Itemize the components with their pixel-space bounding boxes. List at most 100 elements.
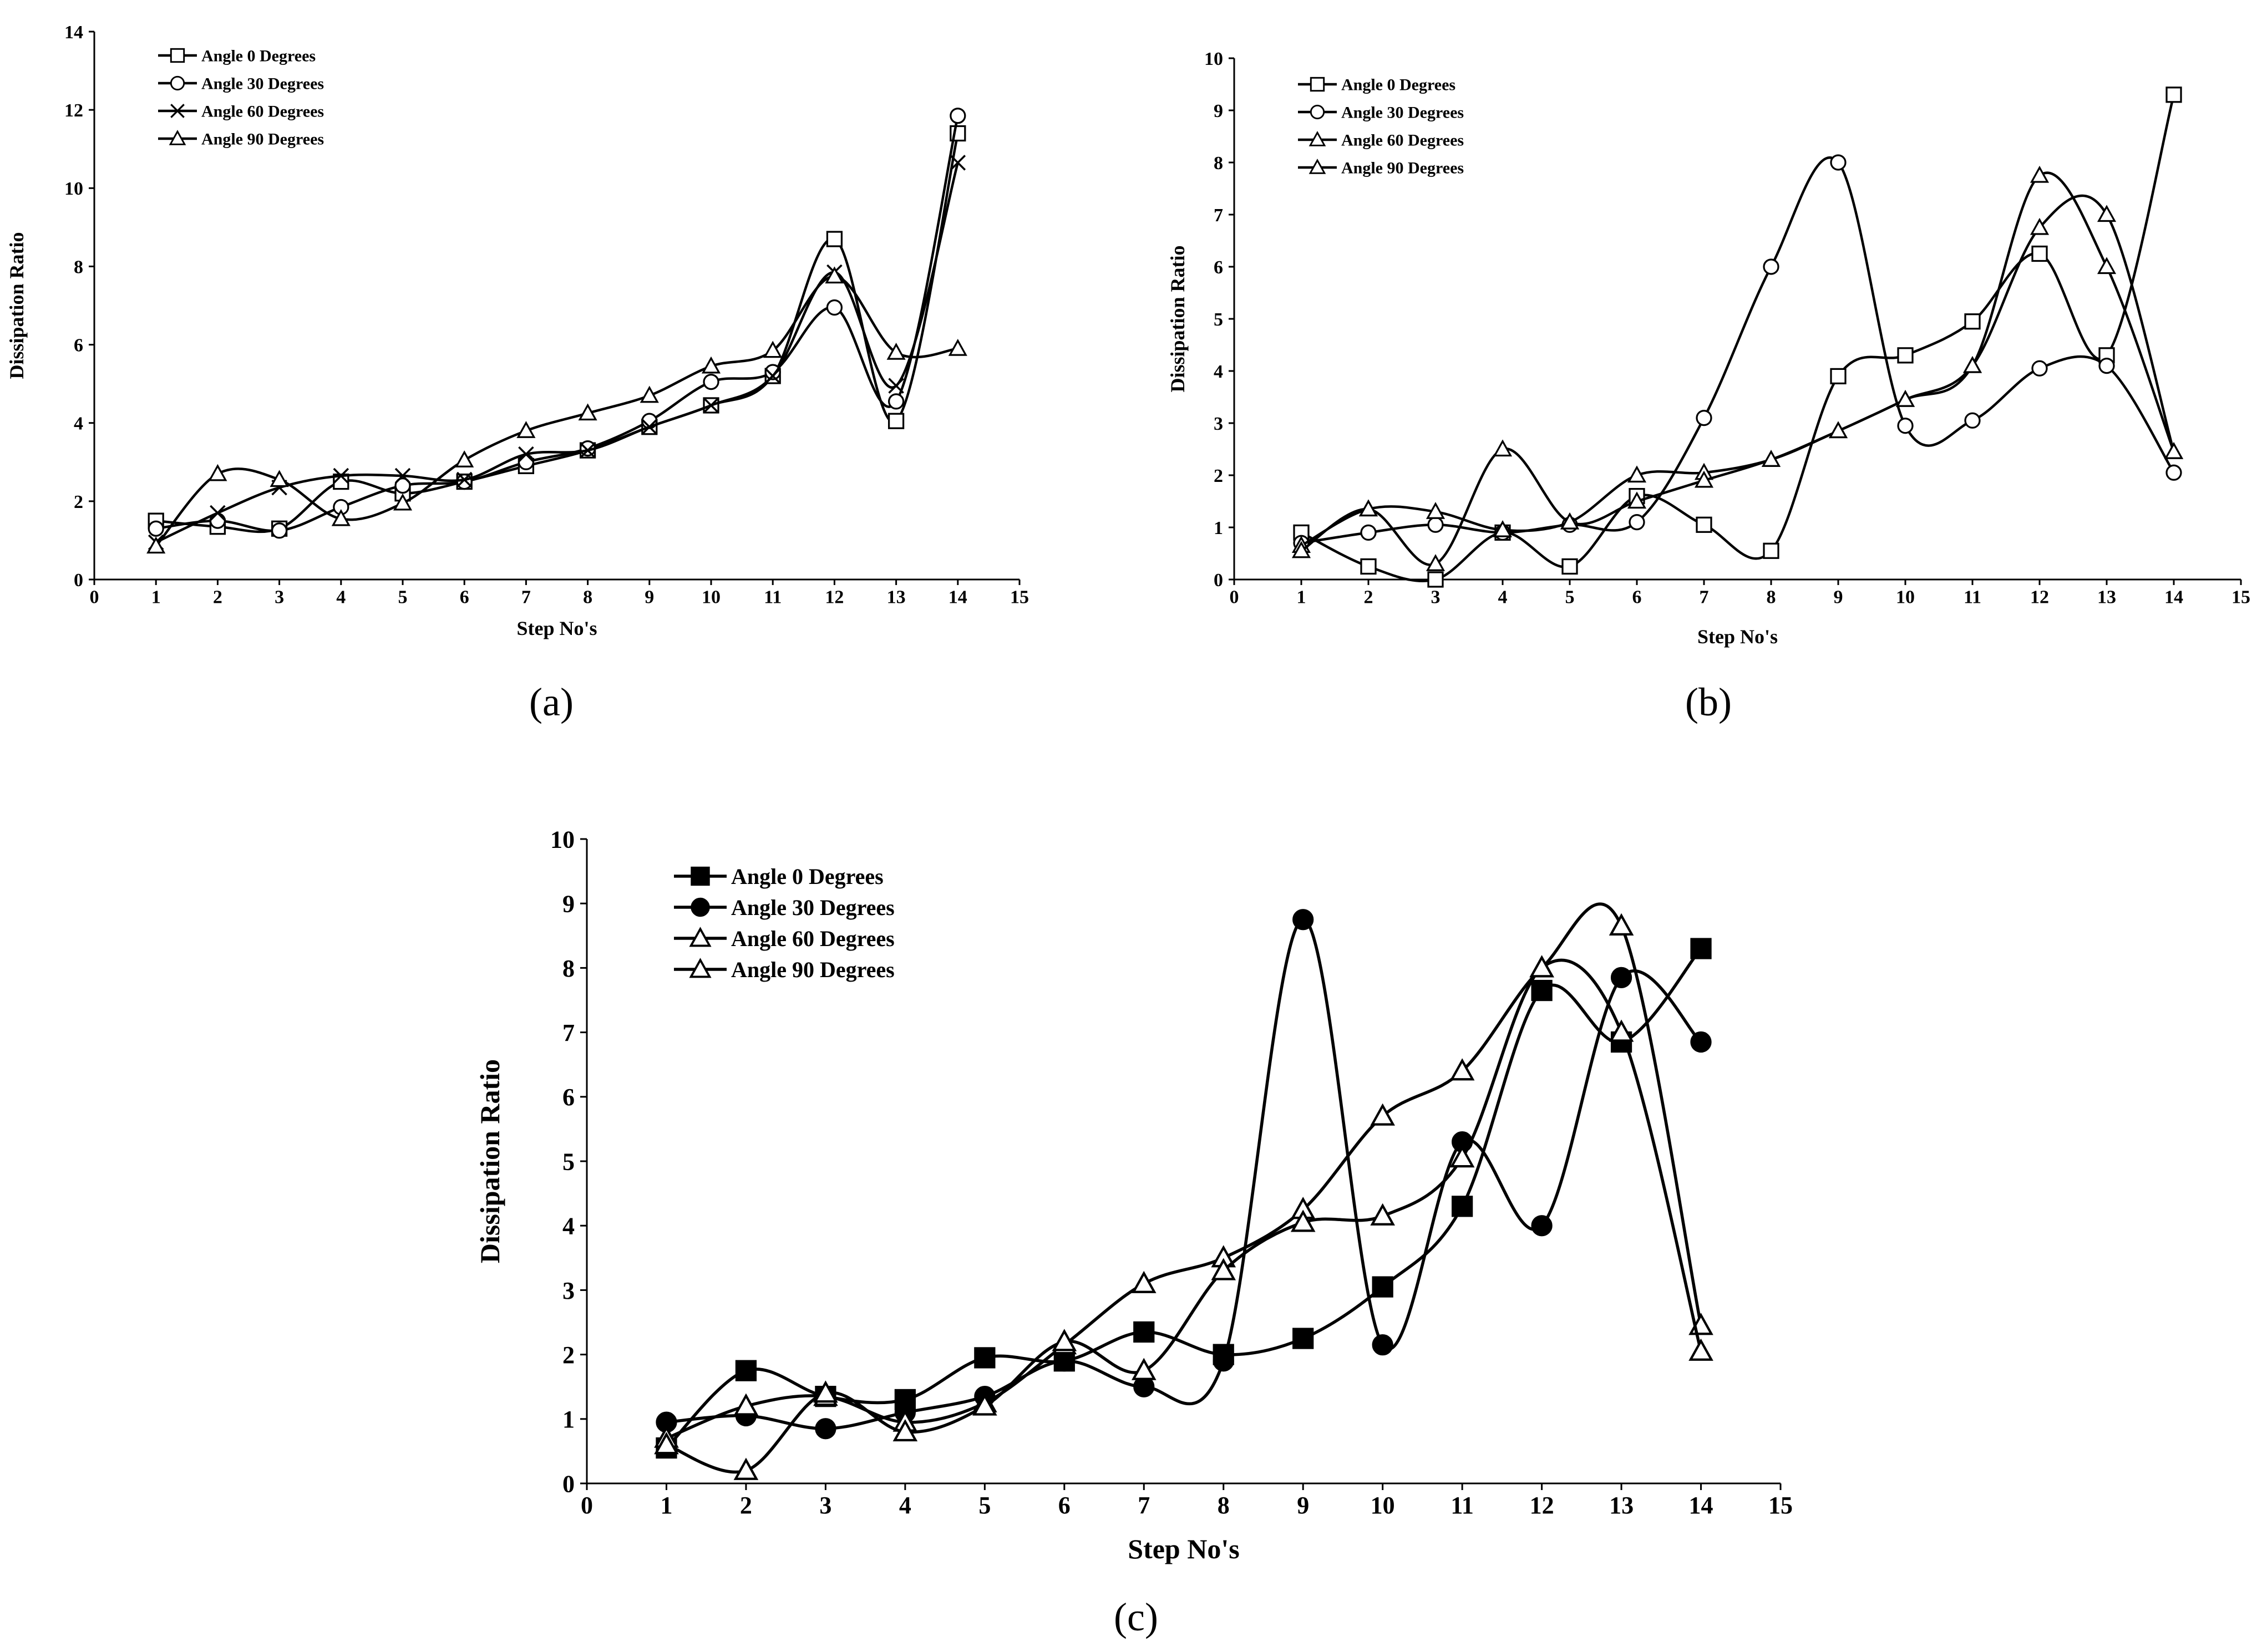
x-tick-label: 3 (275, 587, 284, 607)
x-tick-label: 13 (1609, 1492, 1634, 1519)
x-tick-label: 14 (949, 587, 967, 607)
data-point-series-1 (2165, 464, 2182, 481)
data-point-series-1 (1696, 409, 1712, 426)
y-tick-label: 4 (74, 414, 83, 434)
x-tick-label: 1 (151, 587, 161, 607)
data-point-series-2 (518, 446, 534, 462)
x-tick-label: 11 (1450, 1492, 1474, 1519)
data-point-series-3 (948, 338, 967, 356)
y-tick-label: 8 (74, 257, 83, 277)
data-point-series-1 (815, 1418, 836, 1440)
data-point-series-2 (888, 378, 904, 394)
legend-marker (170, 48, 185, 63)
legend-marker (170, 104, 185, 118)
data-point-series-3 (886, 343, 906, 360)
data-point-series-3 (1560, 512, 1580, 530)
legend-marker (689, 927, 712, 947)
data-point-series-2 (764, 368, 781, 384)
x-tick-label: 9 (645, 587, 654, 607)
data-point-series-0 (1427, 571, 1444, 588)
legend-label: Angle 30 Degrees (1341, 104, 1464, 122)
data-point-series-3 (1688, 1338, 1713, 1361)
y-tick-label: 1 (562, 1406, 575, 1433)
data-point-series-2 (2030, 217, 2050, 235)
data-point-series-2 (1609, 913, 1634, 936)
y-tick-label: 8 (1214, 153, 1223, 174)
x-tick-label: 12 (1530, 1492, 1554, 1519)
x-tick-label: 4 (336, 587, 346, 607)
y-tick-label: 2 (74, 492, 83, 512)
x-tick-label: 7 (521, 587, 531, 607)
data-point-series-3 (763, 340, 783, 358)
y-tick-label: 10 (1204, 49, 1223, 69)
data-point-series-0 (1360, 558, 1377, 575)
data-point-series-3 (813, 1380, 838, 1403)
data-point-series-1 (1427, 516, 1444, 533)
series-line-0 (665, 947, 1702, 1450)
data-point-series-3 (1358, 499, 1378, 517)
legend-label: Angle 0 Degrees (1341, 76, 1455, 94)
x-axis-title: Step No's (516, 617, 597, 639)
data-point-series-2 (950, 155, 966, 171)
data-point-series-3 (455, 450, 474, 467)
x-axis-title: Step No's (1697, 626, 1778, 648)
data-point-series-1 (2031, 360, 2048, 377)
data-point-series-2 (333, 467, 349, 484)
y-tick-label: 9 (562, 891, 575, 918)
x-tick-label: 15 (1768, 1492, 1793, 1519)
x-tick-label: 6 (460, 587, 469, 607)
data-point-series-2 (1449, 1058, 1475, 1081)
x-tick-label: 13 (2097, 587, 2116, 607)
y-tick-label: 10 (64, 179, 83, 199)
data-point-series-3 (892, 1419, 918, 1442)
data-point-series-3 (1627, 491, 1647, 509)
data-point-series-1 (887, 393, 905, 410)
y-tick-label: 5 (562, 1148, 575, 1175)
data-point-series-3 (972, 1393, 997, 1416)
data-point-series-1 (1897, 418, 1914, 434)
data-point-series-3 (825, 266, 844, 284)
data-point-series-3 (1529, 955, 1554, 978)
legend-marker (691, 866, 710, 886)
x-tick-label: 3 (819, 1492, 831, 1519)
y-tick-label: 4 (562, 1213, 575, 1240)
data-point-series-3 (1290, 1209, 1316, 1232)
data-point-series-3 (578, 403, 597, 421)
legend-marker (1308, 131, 1326, 146)
y-tick-label: 3 (562, 1277, 575, 1304)
data-point-series-1 (1053, 1350, 1075, 1372)
legend: Angle 0 Degrees Angle 30 Degrees Angle 60 … (158, 47, 324, 149)
x-tick-label: 1 (660, 1492, 672, 1519)
data-point-series-3 (640, 385, 659, 403)
data-point-series-0 (735, 1360, 757, 1381)
x-tick-label: 10 (702, 587, 721, 607)
panel-label: (c) (1114, 1595, 1158, 1639)
data-point-series-0 (1964, 313, 1981, 330)
data-point-series-3 (1426, 554, 1446, 571)
data-point-series-1 (1360, 524, 1377, 541)
legend-marker (170, 75, 185, 91)
x-tick-label: 2 (1364, 587, 1373, 607)
series-line-3 (155, 275, 958, 547)
y-axis-title: Dissipation Ratio (1166, 245, 1189, 392)
x-tick-label: 13 (887, 587, 906, 607)
data-point-series-1 (1830, 154, 1847, 171)
series-line-0 (1300, 94, 2175, 583)
data-point-series-3 (2164, 442, 2184, 459)
y-tick-label: 10 (550, 826, 575, 853)
legend-label: Angle 0 Degrees (201, 47, 316, 65)
data-point-series-3 (331, 509, 351, 526)
data-point-series-1 (1531, 1215, 1553, 1237)
data-point-series-1 (950, 108, 966, 124)
legend-label: Angle 90 Degrees (1341, 159, 1464, 177)
y-tick-label: 7 (1214, 205, 1223, 226)
x-tick-label: 14 (2164, 587, 2183, 607)
data-point-series-1 (1213, 1350, 1234, 1372)
data-point-series-2 (394, 467, 411, 484)
x-tick-label: 7 (1700, 587, 1709, 607)
data-point-series-0 (1897, 347, 1914, 364)
data-point-series-1 (1690, 1031, 1712, 1053)
y-tick-label: 12 (64, 100, 83, 121)
